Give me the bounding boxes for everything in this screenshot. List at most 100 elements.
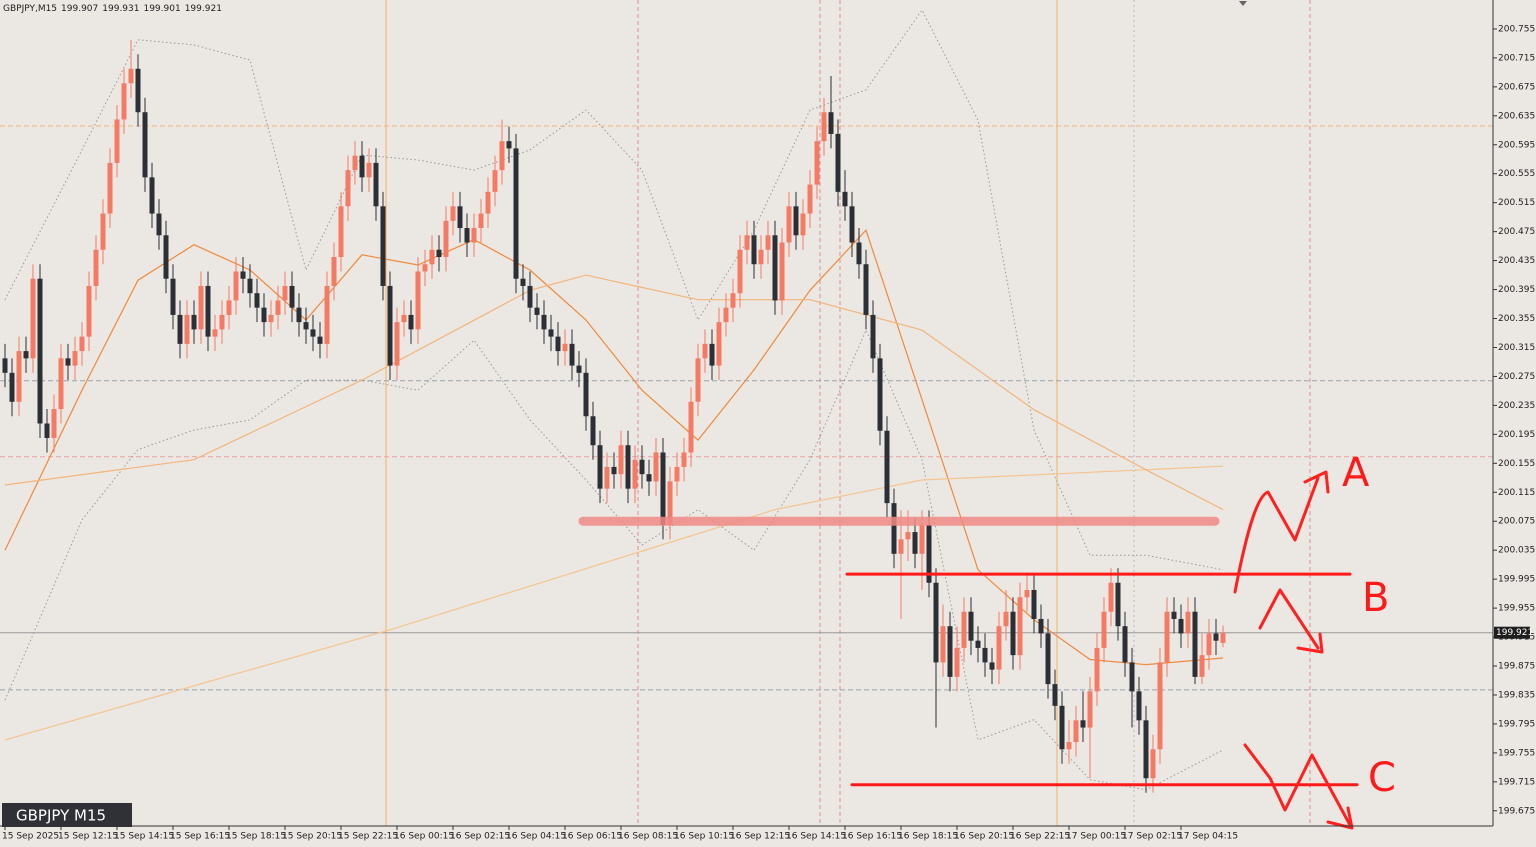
candle-body bbox=[1094, 647, 1100, 692]
drawings: A B C bbox=[578, 450, 1396, 801]
candle-body bbox=[940, 626, 946, 663]
candle-body bbox=[933, 582, 939, 663]
candle-body bbox=[359, 155, 365, 178]
candle-body bbox=[646, 474, 652, 482]
candle-body bbox=[303, 322, 309, 330]
candle-body bbox=[807, 184, 813, 214]
candle-body bbox=[464, 228, 470, 243]
candle-body bbox=[765, 235, 771, 250]
y-tick-label: 200.355 bbox=[1498, 314, 1535, 324]
candle-body bbox=[72, 351, 78, 366]
separators bbox=[385, 0, 1311, 826]
candle-body bbox=[23, 351, 29, 359]
candle-body bbox=[1052, 684, 1058, 706]
candle-body bbox=[814, 141, 820, 185]
y-tick-label: 200.515 bbox=[1498, 198, 1535, 208]
candle-body bbox=[436, 249, 442, 257]
candle-body bbox=[79, 336, 85, 352]
overlay-line bbox=[4, 274, 1224, 511]
candle-body bbox=[1129, 662, 1135, 692]
y-tick-label: 199.795 bbox=[1498, 719, 1535, 729]
candle-body bbox=[660, 452, 666, 525]
candle-body bbox=[527, 285, 533, 308]
candle-body bbox=[520, 278, 526, 286]
candle-body bbox=[1150, 749, 1156, 779]
y-tick-label: 200.155 bbox=[1498, 459, 1535, 469]
candle-body bbox=[387, 285, 393, 366]
candle-body bbox=[590, 416, 596, 446]
symbol: GBPJPY,M15 bbox=[3, 4, 57, 14]
candle-body bbox=[569, 343, 575, 366]
candle-body bbox=[583, 372, 589, 417]
candle-body bbox=[1171, 611, 1177, 619]
candle-body bbox=[1108, 582, 1114, 612]
hand-arrows bbox=[1233, 1, 1354, 830]
watermark: GBPJPY M15 bbox=[16, 807, 106, 825]
candle-body bbox=[233, 271, 239, 301]
x-tick-label: 16 Sep 12:15 bbox=[730, 832, 790, 842]
y-tick-label: 200.195 bbox=[1498, 430, 1535, 440]
candle-body bbox=[541, 314, 547, 330]
candle-body bbox=[856, 242, 862, 265]
candle-body bbox=[212, 329, 218, 337]
candle-body bbox=[65, 358, 71, 366]
candle-body bbox=[205, 285, 211, 337]
header: GBPJPY,M15 199.907 199.931 199.901 199.921 bbox=[3, 4, 222, 14]
candle-body bbox=[184, 314, 190, 344]
candle-body bbox=[688, 401, 694, 453]
candles bbox=[2, 39, 1226, 793]
candle-body bbox=[93, 249, 99, 286]
y-tick-label: 200.435 bbox=[1498, 256, 1535, 266]
candle-body bbox=[1059, 705, 1065, 750]
candle-body bbox=[1136, 691, 1142, 721]
candle-body bbox=[835, 133, 841, 192]
candle-body bbox=[1164, 611, 1170, 663]
candle-body bbox=[891, 503, 897, 554]
x-tick-label: 16 Sep 22:15 bbox=[1010, 832, 1070, 842]
candle-body bbox=[254, 293, 260, 308]
y-tick-label: 200.675 bbox=[1498, 82, 1535, 92]
candle-body bbox=[478, 213, 484, 229]
candle-body bbox=[1206, 633, 1212, 656]
candle-body bbox=[1031, 590, 1037, 619]
y-tick-label: 200.475 bbox=[1498, 227, 1535, 237]
candle-body bbox=[1003, 611, 1009, 627]
candle-body bbox=[632, 459, 638, 489]
candle-body bbox=[989, 662, 995, 670]
candle-body bbox=[548, 329, 554, 337]
candle-body bbox=[296, 307, 302, 323]
candle-body bbox=[898, 539, 904, 554]
candle-body bbox=[86, 285, 92, 337]
candle-body bbox=[793, 206, 799, 236]
y-tick-label: 200.235 bbox=[1498, 401, 1535, 411]
candle-body bbox=[443, 220, 449, 257]
candle-body bbox=[681, 452, 687, 467]
candle-body bbox=[163, 235, 169, 279]
annotation-letter: B bbox=[1362, 575, 1389, 621]
x-tick-label: 16 Sep 10:15 bbox=[674, 832, 734, 842]
candle-body bbox=[471, 228, 477, 243]
annotation-letter: A bbox=[1342, 450, 1370, 496]
candle-body bbox=[877, 358, 883, 431]
candle-body bbox=[100, 213, 106, 250]
candle-body bbox=[226, 300, 232, 315]
x-tick-label: 16 Sep 20:15 bbox=[954, 832, 1014, 842]
candle-body bbox=[926, 524, 932, 583]
y-tick-label: 200.595 bbox=[1498, 140, 1535, 150]
candle-body bbox=[772, 235, 778, 301]
overlay-line bbox=[4, 328, 1224, 791]
arrow-b bbox=[1258, 588, 1320, 650]
y-tick-label: 200.115 bbox=[1498, 488, 1535, 498]
candle-body bbox=[58, 358, 64, 410]
candle-body bbox=[1213, 633, 1219, 641]
x-tick-label: 16 Sep 06:15 bbox=[562, 832, 622, 842]
candle-body bbox=[1010, 611, 1016, 656]
candle-body bbox=[674, 466, 680, 482]
x-tick-label: 15 Sep 22:15 bbox=[338, 832, 398, 842]
candle-body bbox=[562, 343, 568, 352]
x-tick-label: 15 Sep 16:15 bbox=[170, 832, 230, 842]
candle-body bbox=[156, 213, 162, 236]
candle-body bbox=[1178, 618, 1184, 634]
arrow-c bbox=[1243, 743, 1352, 827]
